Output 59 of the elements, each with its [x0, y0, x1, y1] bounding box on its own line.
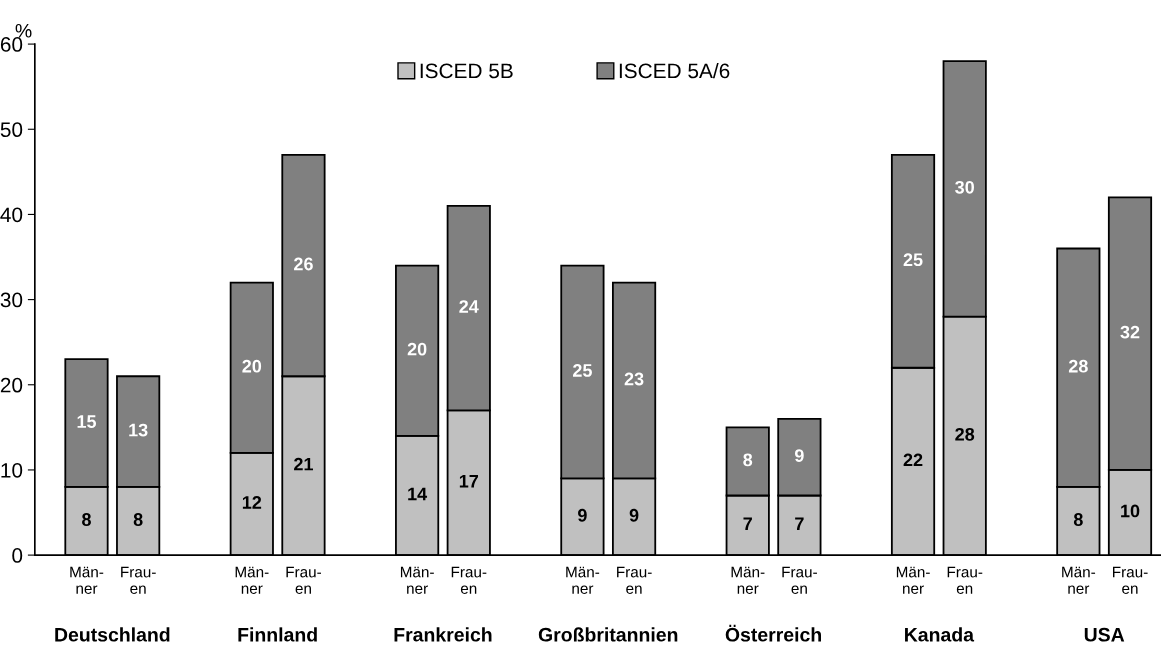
y-tick-label: 0	[12, 548, 23, 563]
text: Frankreich	[394, 627, 492, 642]
data-label: 32	[1120, 325, 1140, 339]
legend-label: ISCED 5A/6	[619, 62, 730, 79]
data-label: 8	[1073, 513, 1083, 526]
x-tick-label: Frau- en	[451, 566, 487, 594]
y-tick-label: 10	[1, 462, 23, 478]
data-label: 8	[82, 513, 91, 526]
data-label: 15	[77, 415, 97, 428]
legend-label: ISCED 5B	[420, 63, 513, 79]
data-label: 10	[1121, 504, 1140, 518]
x-tick-label: Frau- en	[121, 566, 156, 594]
y-tick-label: 40	[0, 207, 23, 223]
x-tick-label: Frau- en	[1113, 566, 1148, 594]
data-label: 8	[743, 453, 753, 467]
data-label: 14	[408, 487, 428, 501]
data-label: 25	[903, 253, 923, 267]
x-tick-label: Frau- en	[947, 566, 983, 594]
y-axis-title: %	[15, 24, 32, 38]
data-label: 9	[794, 449, 804, 463]
x-tick-label: Frau- en	[617, 566, 652, 594]
x-tick-label: Män- ner	[400, 566, 434, 594]
x-tick-label: Män- ner	[70, 566, 104, 594]
data-label: 21	[294, 457, 313, 471]
data-label: 28	[955, 427, 975, 441]
data-label: 7	[795, 517, 804, 530]
y-tick-label: 20	[0, 377, 23, 393]
data-label: 12	[242, 496, 262, 509]
data-label: 13	[129, 423, 148, 437]
data-label: 9	[629, 508, 639, 522]
text: USA	[1084, 627, 1125, 642]
x-tick-label: Män- ner	[731, 566, 765, 594]
y-tick-label: 60	[0, 37, 23, 52]
data-label: 26	[294, 257, 313, 271]
data-label: 8	[133, 513, 143, 526]
data-label: 9	[578, 508, 587, 522]
data-label: 20	[242, 359, 262, 373]
data-label: 17	[459, 474, 479, 488]
data-label: 22	[903, 453, 923, 467]
y-tick-label: 50	[0, 122, 23, 138]
x-tick-label: Män- ner	[566, 566, 600, 594]
text: Deutschland	[55, 627, 170, 642]
data-label: 28	[1068, 359, 1088, 373]
x-tick-label: Frau- en	[286, 566, 322, 594]
x-tick-label: Frau- en	[782, 566, 817, 594]
data-label: 25	[573, 364, 592, 377]
text: Kanada	[905, 627, 975, 642]
data-label: 7	[743, 517, 752, 530]
text: Finnland	[238, 627, 317, 642]
x-tick-label: Män- ner	[235, 566, 269, 594]
data-label: 24	[459, 300, 479, 313]
text: Großbritannien	[538, 627, 678, 642]
y-tick-label: 30	[0, 292, 23, 308]
x-tick-label: Män- ner	[1062, 566, 1096, 594]
x-tick-label: Män- ner	[896, 566, 930, 594]
data-label: 23	[624, 372, 644, 386]
data-label: 30	[955, 180, 974, 194]
text: Österreich	[725, 624, 821, 642]
data-label: 20	[407, 342, 427, 356]
